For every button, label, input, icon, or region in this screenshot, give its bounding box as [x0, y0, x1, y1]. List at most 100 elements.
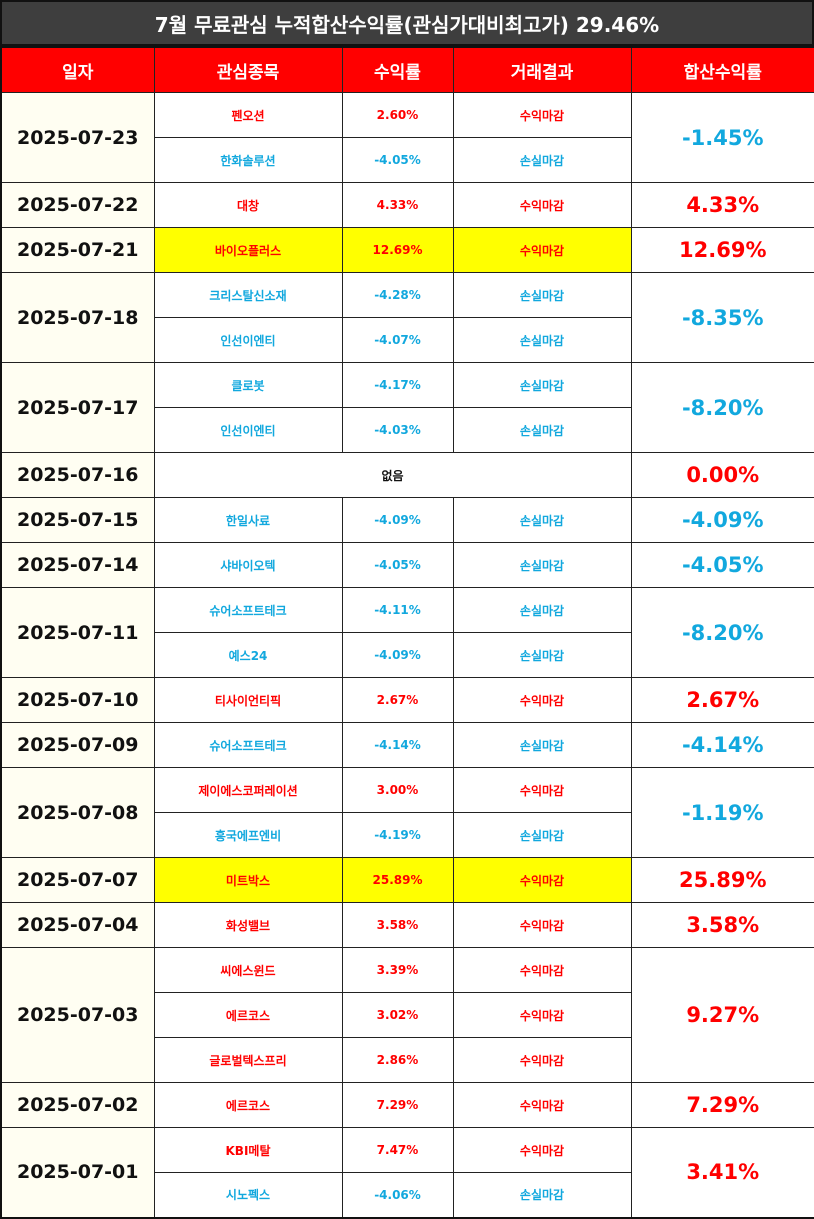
table-row: 시노펙스 -4.06% 손실마감 — [1, 1172, 814, 1218]
return-cell: 2.67% — [341, 677, 454, 723]
return-cell: 2.86% — [341, 1037, 454, 1083]
date-cell: 2025-07-14 — [0, 542, 155, 588]
table-row: 2025-07-10 티사이언티픽 2.67% 수익마감 2.67% — [0, 677, 814, 723]
date-cell: 2025-07-09 — [0, 722, 155, 768]
date-cell: 2025-07-15 — [0, 497, 155, 543]
return-cell: -4.28% — [341, 272, 454, 318]
stock-name-cell: 클로봇 — [153, 362, 343, 408]
total-return-cell: -4.09% — [630, 497, 814, 543]
stock-name-cell: 슈어소프트테크 — [153, 587, 343, 633]
header-stock: 관심종목 — [153, 46, 343, 93]
trade-result-cell: 수익마감 — [452, 992, 632, 1038]
return-cell: 3.58% — [341, 902, 454, 948]
total-return-cell: 7.29% — [630, 1082, 814, 1128]
stock-name-cell: 에르코스 — [153, 1082, 343, 1128]
table-row: 흥국에프엔비 -4.19% 손실마감 — [1, 812, 814, 858]
return-cell: 7.47% — [341, 1127, 454, 1173]
trade-result-cell: 손실마감 — [452, 137, 632, 183]
table-row: 예스24 -4.09% 손실마감 — [1, 632, 814, 678]
header-return: 수익률 — [341, 46, 454, 93]
table-row: 2025-07-23 펜오션 2.60% 수익마감 -1.45% — [0, 92, 814, 183]
trade-result-cell: 수익마감 — [452, 182, 632, 228]
trade-result-cell: 수익마감 — [452, 227, 632, 273]
stock-name-cell: 바이오플러스 — [153, 227, 343, 273]
stock-name-cell: 씨에스윈드 — [153, 947, 343, 993]
stock-name-cell: 제이에스코퍼레이션 — [153, 767, 343, 813]
stock-name-cell: KBI메탈 — [153, 1127, 343, 1173]
stock-name-cell: 한화솔루션 — [153, 137, 343, 183]
stock-name-cell: 흥국에프엔비 — [153, 812, 343, 858]
total-return-cell: -4.14% — [630, 722, 814, 768]
no-stock-cell: 없음 — [153, 452, 632, 498]
table-row: 2025-07-11 슈어소프트테크 -4.11% 손실마감 -8.20% — [0, 587, 814, 678]
table-row: 2025-07-02 에르코스 7.29% 수익마감 7.29% — [0, 1082, 814, 1128]
trade-result-cell: 수익마감 — [452, 947, 632, 993]
return-cell: 4.33% — [341, 182, 454, 228]
trade-result-cell: 수익마감 — [452, 677, 632, 723]
return-cell: -4.05% — [341, 542, 454, 588]
date-cell: 2025-07-04 — [0, 902, 155, 948]
date-cell: 2025-07-23 — [0, 92, 155, 183]
date-cell: 2025-07-01 — [0, 1127, 155, 1218]
header-date: 일자 — [0, 46, 155, 93]
table-row: 2025-07-22 대창 4.33% 수익마감 4.33% — [0, 182, 814, 228]
table-row: 인선이엔티 -4.07% 손실마감 — [1, 317, 814, 363]
stock-name-cell: 슈어소프트테크 — [153, 722, 343, 768]
stock-name-cell: 글로벌텍스프리 — [153, 1037, 343, 1083]
table-row: 인선이엔티 -4.03% 손실마감 — [1, 407, 814, 453]
table-row: 2025-07-17 클로봇 -4.17% 손실마감 -8.20% — [0, 362, 814, 453]
trade-result-cell: 손실마감 — [452, 587, 632, 633]
trade-result-cell: 수익마감 — [452, 767, 632, 813]
table-row: 2025-07-08 제이에스코퍼레이션 3.00% 수익마감 -1.19% — [0, 767, 814, 858]
trade-result-cell: 손실마감 — [452, 362, 632, 408]
stock-name-cell: 크리스탈신소재 — [153, 272, 343, 318]
stock-name-cell: 티사이언티픽 — [153, 677, 343, 723]
table-row: 2025-07-03 씨에스윈드 3.39% 수익마감 9.27% — [0, 947, 814, 1083]
stock-name-cell: 시노펙스 — [153, 1172, 343, 1218]
return-cell: -4.09% — [341, 632, 454, 678]
trade-result-cell: 손실마감 — [452, 407, 632, 453]
total-return-cell: 4.33% — [630, 182, 814, 228]
date-cell: 2025-07-07 — [0, 857, 155, 903]
header-total: 합산수익률 — [630, 46, 814, 93]
table-row: 2025-07-18 크리스탈신소재 -4.28% 손실마감 -8.35% — [0, 272, 814, 363]
return-cell: 3.00% — [341, 767, 454, 813]
total-return-cell: -4.05% — [630, 542, 814, 588]
table-row: 2025-07-07 미트박스 25.89% 수익마감 25.89% — [0, 857, 814, 903]
total-return-cell: 12.69% — [630, 227, 814, 273]
returns-table: 일자 관심종목 수익률 거래결과 합산수익률 2025-07-23 펜오션 2.60… — [0, 46, 814, 1219]
trade-result-cell: 수익마감 — [452, 1082, 632, 1128]
total-return-cell: 9.27% — [630, 947, 814, 1083]
date-cell: 2025-07-11 — [0, 587, 155, 678]
return-cell: -4.05% — [341, 137, 454, 183]
total-return-cell: -8.20% — [630, 362, 814, 453]
table-row: 2025-07-04 화성밸브 3.58% 수익마감 3.58% — [0, 902, 814, 948]
sheet-title: 7월 무료관심 누적합산수익률(관심가대비최고가) 29.46% — [0, 0, 814, 46]
trade-result-cell: 수익마감 — [452, 1037, 632, 1083]
stock-name-cell: 인선이엔티 — [153, 407, 343, 453]
table-row: 글로벌텍스프리 2.86% 수익마감 — [1, 1037, 814, 1083]
total-return-cell: 2.67% — [630, 677, 814, 723]
return-cell: 3.02% — [341, 992, 454, 1038]
stock-name-cell: 인선이엔티 — [153, 317, 343, 363]
total-return-cell: -8.20% — [630, 587, 814, 678]
header-row: 일자 관심종목 수익률 거래결과 합산수익률 — [0, 46, 814, 93]
stock-name-cell: 샤바이오텍 — [153, 542, 343, 588]
trade-result-cell: 손실마감 — [452, 812, 632, 858]
table-row: 에르코스 3.02% 수익마감 — [1, 992, 814, 1038]
stock-name-cell: 미트박스 — [153, 857, 343, 903]
trade-result-cell: 수익마감 — [452, 92, 632, 138]
date-cell: 2025-07-17 — [0, 362, 155, 453]
trade-result-cell: 수익마감 — [452, 1127, 632, 1173]
date-cell: 2025-07-18 — [0, 272, 155, 363]
total-return-cell: -1.19% — [630, 767, 814, 858]
return-cell: 2.60% — [341, 92, 454, 138]
stock-name-cell: 대창 — [153, 182, 343, 228]
trade-result-cell: 손실마감 — [452, 272, 632, 318]
return-cell: -4.07% — [341, 317, 454, 363]
return-cell: -4.11% — [341, 587, 454, 633]
stock-name-cell: 에르코스 — [153, 992, 343, 1038]
total-return-cell: 0.00% — [630, 452, 814, 498]
trade-result-cell: 손실마감 — [452, 1172, 632, 1218]
